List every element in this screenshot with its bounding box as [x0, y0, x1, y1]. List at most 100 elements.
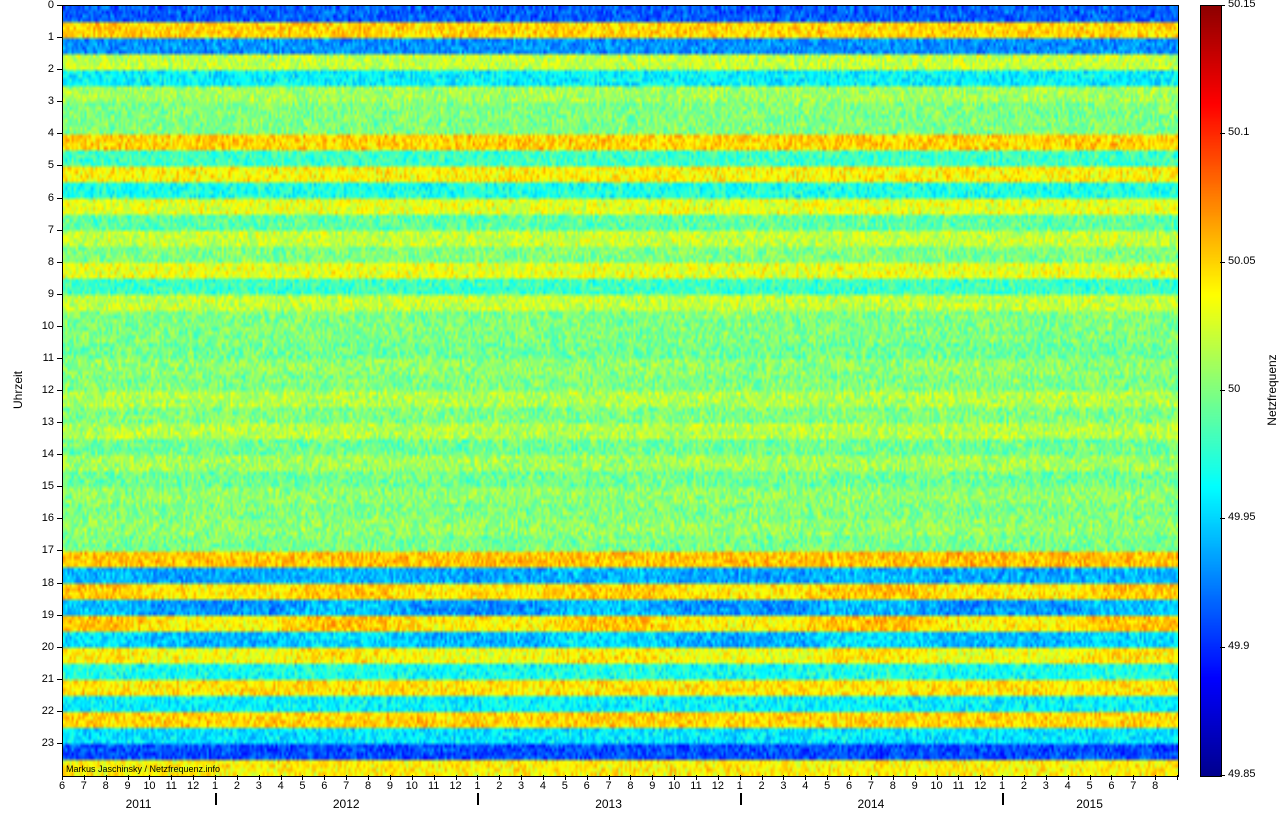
x-tick-label-month: 10 — [930, 780, 942, 792]
x-tick-label-month: 8 — [627, 780, 633, 792]
x-tick-label-month: 9 — [912, 780, 918, 792]
x-tick-label-month: 3 — [780, 780, 786, 792]
x-tick-label-month: 11 — [953, 780, 964, 792]
colorbar-tick — [1220, 5, 1225, 6]
y-tick-label: 15 — [28, 480, 54, 492]
x-tick-label-month: 11 — [690, 780, 701, 792]
colorbar-canvas — [1201, 6, 1221, 776]
year-divider — [215, 793, 217, 805]
colorbar-tick-label: 50.15 — [1228, 0, 1256, 10]
colorbar-tick-label: 49.85 — [1228, 768, 1256, 780]
x-tick-label-month: 8 — [103, 780, 109, 792]
colorbar-tick — [1220, 775, 1225, 776]
x-tick-label-year: 2014 — [858, 797, 885, 811]
x-tick-label-month: 10 — [143, 780, 155, 792]
y-tick-label: 9 — [28, 288, 54, 300]
y-tick-label: 14 — [28, 448, 54, 460]
y-tick-label: 3 — [28, 95, 54, 107]
y-tick — [57, 294, 62, 295]
y-tick — [57, 358, 62, 359]
y-tick — [57, 133, 62, 134]
x-tick-label-month: 1 — [474, 780, 480, 792]
y-tick-label: 4 — [28, 127, 54, 139]
y-tick-label: 13 — [28, 416, 54, 428]
colorbar-tick — [1220, 390, 1225, 391]
year-divider — [740, 793, 742, 805]
y-tick — [57, 198, 62, 199]
x-tick-label-month: 5 — [1086, 780, 1092, 792]
y-tick-label: 8 — [28, 256, 54, 268]
y-tick-label: 7 — [28, 224, 54, 236]
x-tick-label-month: 4 — [1065, 780, 1071, 792]
colorbar-label: Netzfrequenz — [1265, 354, 1279, 425]
x-tick-label-month: 9 — [125, 780, 131, 792]
year-divider — [477, 793, 479, 805]
x-tick-label-month: 7 — [343, 780, 349, 792]
x-tick-label-month: 4 — [802, 780, 808, 792]
x-tick-label-month: 8 — [365, 780, 371, 792]
y-tick — [57, 518, 62, 519]
y-tick-label: 19 — [28, 609, 54, 621]
x-tick-label-month: 6 — [59, 780, 65, 792]
y-tick — [57, 647, 62, 648]
x-tick-label-month: 6 — [1108, 780, 1114, 792]
watermark-text: Markus Jaschinsky / Netzfrequenz.info — [66, 764, 220, 774]
x-tick-label-month: 9 — [387, 780, 393, 792]
y-tick-label: 17 — [28, 544, 54, 556]
y-tick — [57, 550, 62, 551]
y-tick — [57, 743, 62, 744]
x-tick-label-month: 5 — [299, 780, 305, 792]
x-tick-label-month: 11 — [166, 780, 177, 792]
x-tick-label-month: 4 — [278, 780, 284, 792]
x-tick-label-month: 1 — [737, 780, 743, 792]
x-tick-label-month: 12 — [974, 780, 986, 792]
y-tick — [57, 422, 62, 423]
y-tick-label: 12 — [28, 384, 54, 396]
x-tick-label-month: 6 — [321, 780, 327, 792]
heatmap-canvas — [63, 6, 1178, 776]
x-tick-label-month: 12 — [449, 780, 461, 792]
y-tick-label: 16 — [28, 512, 54, 524]
x-tick-label-month: 8 — [890, 780, 896, 792]
x-tick-label-month: 5 — [562, 780, 568, 792]
x-tick-label-month: 10 — [668, 780, 680, 792]
y-tick-label: 5 — [28, 159, 54, 171]
colorbar-tick — [1220, 262, 1225, 263]
colorbar-tick-label: 50.1 — [1228, 126, 1249, 138]
colorbar-tick-label: 50 — [1228, 383, 1240, 395]
x-tick-label-month: 11 — [428, 780, 439, 792]
y-tick — [57, 262, 62, 263]
x-tick-label-month: 7 — [1130, 780, 1136, 792]
y-tick-label: 21 — [28, 673, 54, 685]
x-tick-label-month: 10 — [406, 780, 418, 792]
y-tick-label: 6 — [28, 192, 54, 204]
y-tick — [57, 37, 62, 38]
colorbar-tick — [1220, 133, 1225, 134]
y-tick-label: 11 — [28, 352, 54, 364]
y-tick — [57, 454, 62, 455]
x-tick-label-month: 12 — [712, 780, 724, 792]
x-tick-label-month: 2 — [759, 780, 765, 792]
y-tick — [57, 69, 62, 70]
colorbar-tick-label: 49.95 — [1228, 511, 1256, 523]
y-tick — [57, 5, 62, 6]
y-tick-label: 10 — [28, 320, 54, 332]
x-tick-label-month: 12 — [187, 780, 199, 792]
y-tick — [57, 326, 62, 327]
x-tick-label-month: 8 — [1152, 780, 1158, 792]
colorbar-tick — [1220, 518, 1225, 519]
y-tick-label: 2 — [28, 63, 54, 75]
x-tick — [1177, 775, 1178, 780]
colorbar-tick-label: 49.9 — [1228, 640, 1249, 652]
x-tick-label-year: 2012 — [333, 797, 360, 811]
x-tick-label-month: 2 — [1021, 780, 1027, 792]
y-tick — [57, 165, 62, 166]
y-tick — [57, 101, 62, 102]
x-tick-label-month: 4 — [540, 780, 546, 792]
y-tick-label: 23 — [28, 737, 54, 749]
x-tick-label-month: 7 — [606, 780, 612, 792]
x-tick-label-month: 1 — [999, 780, 1005, 792]
x-tick-label-year: 2011 — [126, 797, 152, 811]
y-tick-label: 22 — [28, 705, 54, 717]
y-tick-label: 18 — [28, 577, 54, 589]
